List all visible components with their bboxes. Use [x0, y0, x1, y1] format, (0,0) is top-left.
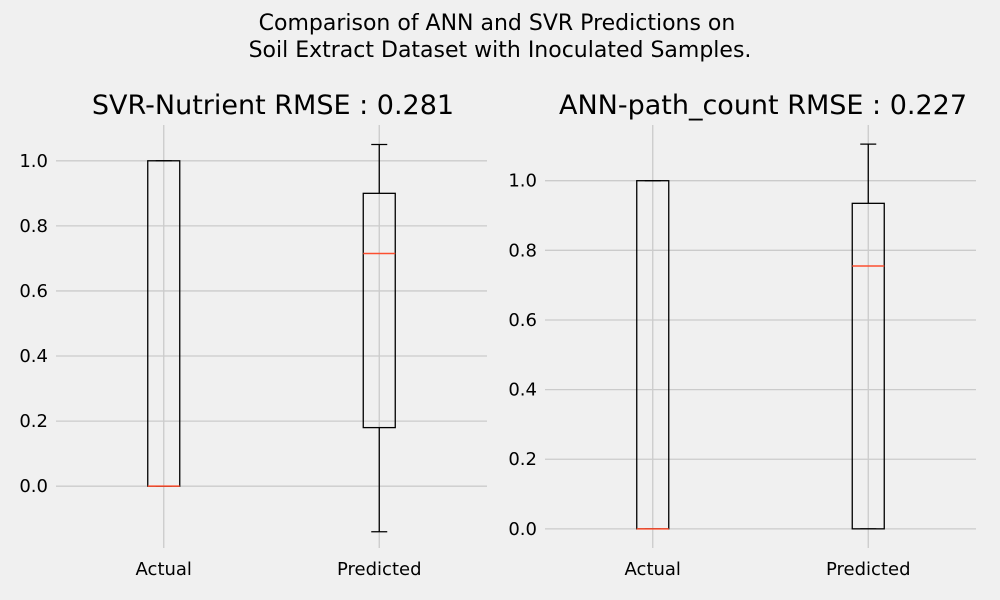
- svr-y-tick-label: 0.2: [19, 411, 48, 432]
- svr-y-tick-label: 0.8: [19, 216, 48, 237]
- svr-y-tick-label: 1.0: [19, 151, 48, 172]
- ann-y-tick-label: 0.6: [508, 310, 537, 331]
- svr-y-tick-label: 0.0: [19, 476, 48, 497]
- svr-x-tick-label: Actual: [136, 559, 192, 580]
- ann-y-tick-label: 0.2: [508, 449, 537, 470]
- ann-y-tick-label: 0.0: [508, 519, 537, 540]
- svr-y-tick-label: 0.6: [19, 281, 48, 302]
- ann-panel-title: ANN-path_count RMSE : 0.227: [559, 90, 967, 121]
- ann-x-tick-label: Actual: [625, 559, 681, 580]
- ann-x-tick-label: Predicted: [826, 559, 911, 580]
- ann-predicted-box: [851, 202, 885, 530]
- svr-predicted-box: [362, 192, 396, 429]
- svr-x-tick-label: Predicted: [337, 559, 422, 580]
- figure-title-line-2: Soil Extract Dataset with Inoculated Sam…: [249, 38, 752, 63]
- ann-boxplot-panel: ANN-path_count RMSE : 0.227 0.0 0.2 0.4 0.6…: [508, 90, 976, 580]
- ann-y-tick-label: 0.4: [508, 380, 537, 401]
- svr-panel-title: SVR-Nutrient RMSE : 0.281: [92, 90, 454, 121]
- figure-title-line-1: Comparison of ANN and SVR Predictions on: [259, 11, 736, 36]
- ann-y-tick-label: 0.8: [508, 240, 537, 261]
- svr-boxplot-panel: SVR-Nutrient RMSE : 0.281 0.0 0.2 0.4 0.6 0.…: [19, 90, 487, 580]
- ann-y-tick-label: 1.0: [508, 171, 537, 192]
- svr-y-tick-label: 0.4: [19, 346, 48, 367]
